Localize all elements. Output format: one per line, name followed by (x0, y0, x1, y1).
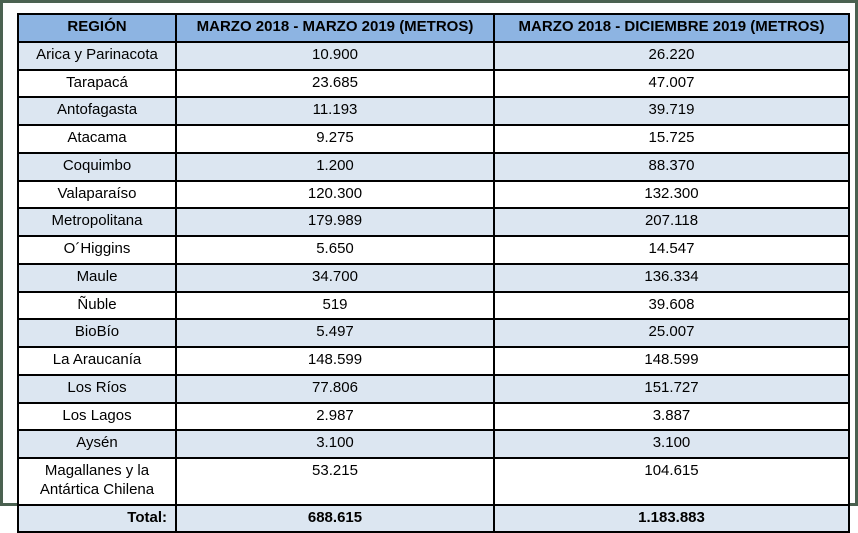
value-cell-marzo2019: 5.497 (175, 318, 495, 348)
column-header-marzo2018-diciembre2019: MARZO 2018 - DICIEMBRE 2019 (METROS) (493, 13, 850, 43)
table-row: Antofagasta 11.193 39.719 (17, 96, 850, 126)
value-cell-diciembre2019: 148.599 (493, 346, 850, 376)
table-row: BioBío 5.497 25.007 (17, 318, 850, 348)
value-cell-marzo2019: 23.685 (175, 68, 495, 99)
region-cell: Arica y Parinacota (17, 40, 177, 71)
value-cell-marzo2019: 5.650 (175, 235, 495, 265)
table-row: Magallanes y la Antártica Chilena 53.215 1… (17, 457, 850, 506)
total-label: Total: (17, 503, 177, 533)
table-row: Maule 34.700 136.334 (17, 262, 850, 293)
value-cell-marzo2019: 11.193 (175, 96, 495, 126)
value-cell-marzo2019: 77.806 (175, 373, 495, 404)
table-header: REGIÓN MARZO 2018 - MARZO 2019 (METROS) … (17, 13, 850, 43)
value-cell-marzo2019: 53.215 (175, 457, 495, 506)
total-row: Total: 688.615 1.183.883 (17, 503, 850, 533)
value-cell-marzo2019: 120.300 (175, 179, 495, 210)
value-cell-diciembre2019: 39.719 (493, 96, 850, 126)
value-cell-diciembre2019: 47.007 (493, 68, 850, 99)
total-value-marzo2019: 688.615 (175, 503, 495, 533)
region-cell: Coquimbo (17, 151, 177, 182)
total-value-diciembre2019: 1.183.883 (493, 503, 850, 533)
value-cell-marzo2019: 3.100 (175, 429, 495, 459)
table-row: Ñuble 519 39.608 (17, 290, 850, 321)
value-cell-diciembre2019: 88.370 (493, 151, 850, 182)
regions-metrics-table: REGIÓN MARZO 2018 - MARZO 2019 (METROS) … (17, 13, 850, 533)
table-row: Tarapacá 23.685 47.007 (17, 68, 850, 99)
table-row: O´Higgins 5.650 14.547 (17, 235, 850, 265)
region-cell: Los Lagos (17, 401, 177, 432)
table-row: Arica y Parinacota 10.900 26.220 (17, 40, 850, 71)
column-header-marzo2018-marzo2019: MARZO 2018 - MARZO 2019 (METROS) (175, 13, 495, 43)
value-cell-marzo2019: 9.275 (175, 124, 495, 154)
value-cell-diciembre2019: 26.220 (493, 40, 850, 71)
header-row: REGIÓN MARZO 2018 - MARZO 2019 (METROS) … (17, 13, 850, 43)
table-row: Los Ríos 77.806 151.727 (17, 373, 850, 404)
value-cell-diciembre2019: 39.608 (493, 290, 850, 321)
column-header-region: REGIÓN (17, 13, 177, 43)
table-row: Los Lagos 2.987 3.887 (17, 401, 850, 432)
value-cell-marzo2019: 148.599 (175, 346, 495, 376)
table-row: Metropolitana 179.989 207.118 (17, 207, 850, 237)
region-cell: BioBío (17, 318, 177, 348)
value-cell-diciembre2019: 25.007 (493, 318, 850, 348)
region-cell: O´Higgins (17, 235, 177, 265)
value-cell-diciembre2019: 15.725 (493, 124, 850, 154)
value-cell-diciembre2019: 104.615 (493, 457, 850, 506)
region-cell: Atacama (17, 124, 177, 154)
value-cell-diciembre2019: 3.100 (493, 429, 850, 459)
region-cell: Tarapacá (17, 68, 177, 99)
table-row: Coquimbo 1.200 88.370 (17, 151, 850, 182)
table-row: Valaparaíso 120.300 132.300 (17, 179, 850, 210)
value-cell-diciembre2019: 14.547 (493, 235, 850, 265)
table-row: Atacama 9.275 15.725 (17, 124, 850, 154)
table-body: Arica y Parinacota 10.900 26.220 Tarapacá 23… (17, 40, 850, 533)
value-cell-diciembre2019: 136.334 (493, 262, 850, 293)
value-cell-diciembre2019: 3.887 (493, 401, 850, 432)
region-cell: Maule (17, 262, 177, 293)
table-row: Aysén 3.100 3.100 (17, 429, 850, 459)
value-cell-marzo2019: 179.989 (175, 207, 495, 237)
region-cell: Los Ríos (17, 373, 177, 404)
value-cell-marzo2019: 10.900 (175, 40, 495, 71)
value-cell-diciembre2019: 132.300 (493, 179, 850, 210)
region-cell: Magallanes y la Antártica Chilena (17, 457, 177, 506)
region-cell: Aysén (17, 429, 177, 459)
region-cell: Valaparaíso (17, 179, 177, 210)
table-row: La Araucanía 148.599 148.599 (17, 346, 850, 376)
region-cell: La Araucanía (17, 346, 177, 376)
value-cell-marzo2019: 519 (175, 290, 495, 321)
value-cell-diciembre2019: 207.118 (493, 207, 850, 237)
value-cell-marzo2019: 1.200 (175, 151, 495, 182)
region-cell: Antofagasta (17, 96, 177, 126)
region-cell: Ñuble (17, 290, 177, 321)
regions-table-container: REGIÓN MARZO 2018 - MARZO 2019 (METROS) … (17, 13, 850, 533)
region-cell: Metropolitana (17, 207, 177, 237)
value-cell-diciembre2019: 151.727 (493, 373, 850, 404)
value-cell-marzo2019: 34.700 (175, 262, 495, 293)
value-cell-marzo2019: 2.987 (175, 401, 495, 432)
